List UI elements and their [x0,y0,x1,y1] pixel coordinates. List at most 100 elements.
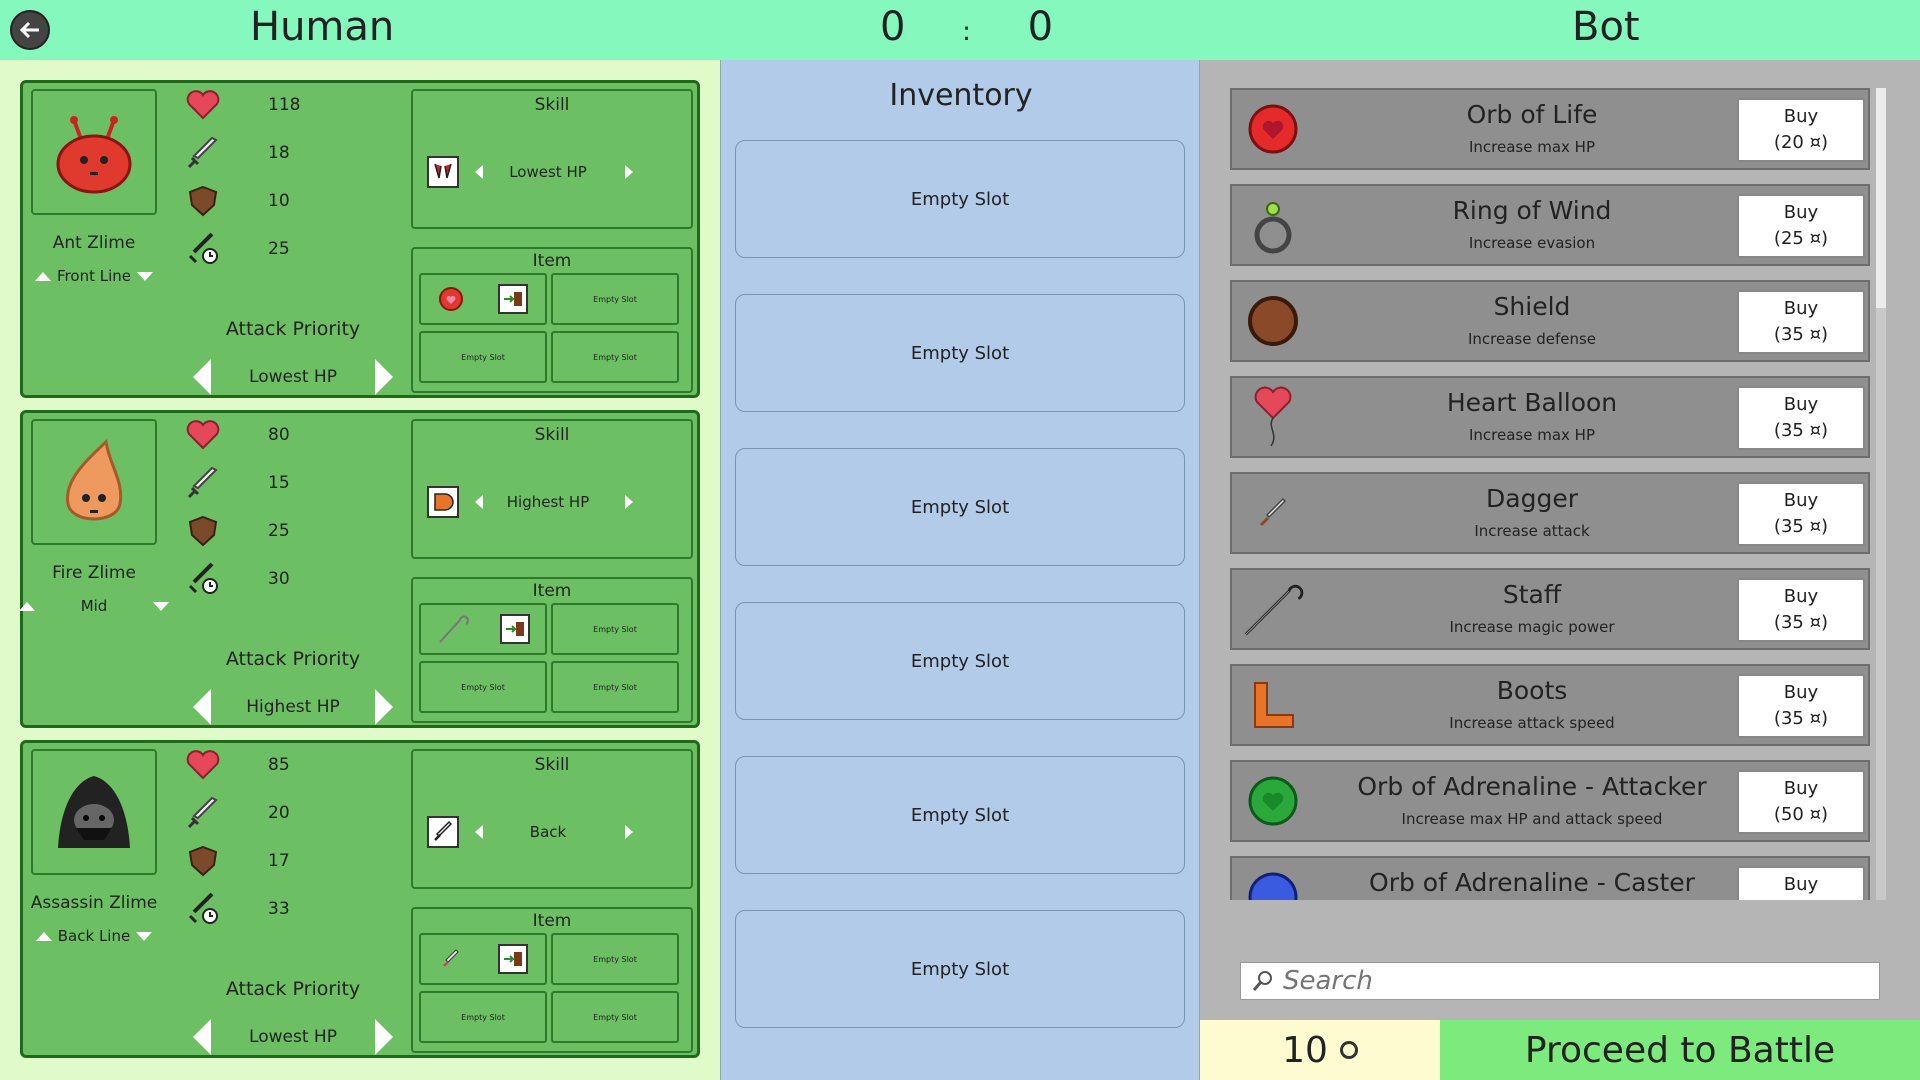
buy-button[interactable]: Buy (35 ¤) [1737,386,1865,450]
price-label: (35 ¤) [1739,514,1863,540]
skill-prev-arrow-icon[interactable] [475,825,483,839]
skill-next-arrow-icon[interactable] [625,825,633,839]
shop-list[interactable]: Orb of Life Increase max HP Buy (20 ¤) Ri… [1230,88,1880,900]
inventory-slot[interactable]: Empty Slot [735,294,1185,412]
price-label: (35 ¤) [1739,418,1863,444]
item-slot-equipped[interactable] [419,603,547,655]
item-slot-empty[interactable]: Empty Slot [419,331,547,383]
shield-icon [183,843,223,879]
buy-label: Buy [1783,298,1819,319]
price-value: (25 [1773,228,1804,249]
shop-item-name: Shield [1493,292,1571,321]
coin-icon: ¤) [1809,228,1829,249]
inventory-slot[interactable]: Empty Slot [735,602,1185,720]
shop-item-name: Boots [1496,676,1568,705]
buy-button[interactable]: Buy (35 ¤) [1737,578,1865,642]
shop-item-name: Orb of Life [1466,100,1598,129]
inventory-slot[interactable]: Empty Slot [735,140,1185,258]
shop-item: Orb of Life Increase max HP Buy (20 ¤) [1230,88,1870,170]
unequip-icon[interactable] [498,284,528,314]
unit-portrait[interactable] [31,749,157,875]
item-slot-empty[interactable]: Empty Slot [419,661,547,713]
defense-value: 17 [268,851,290,871]
item-title: Item [532,911,572,931]
line-down-arrow-icon[interactable] [136,271,153,281]
buy-button[interactable]: Buy (35 ¤) [1737,674,1865,738]
human-team-label: Human [250,4,395,50]
item-slot-empty[interactable]: Empty Slot [551,273,679,325]
inventory-slot[interactable]: Empty Slot [735,756,1185,874]
dagger-icon [443,949,459,967]
attack-priority-selector: Lowest HP [193,1017,393,1057]
priority-prev-arrow-icon[interactable] [193,359,211,395]
priority-prev-arrow-icon[interactable] [193,1019,211,1055]
buy-button[interactable]: Buy (20 ¤) [1737,98,1865,162]
priority-value: Highest HP [246,697,340,717]
price-value: (50 [1773,804,1804,825]
priority-next-arrow-icon[interactable] [375,689,393,725]
item-slot-equipped[interactable] [419,933,547,985]
search-input[interactable] [1283,966,1873,996]
shop-item-desc: Increase max HP [1468,426,1596,444]
stat-defense: 17 [183,841,333,881]
unit-portrait[interactable] [31,419,157,545]
shop-item: Shield Increase defense Buy (35 ¤) [1230,280,1870,362]
line-up-arrow-icon[interactable] [35,271,52,281]
staff-icon [1242,578,1304,640]
coin-icon: ¤) [1809,420,1829,441]
buy-button[interactable]: Buy (50 ¤) [1737,770,1865,834]
priority-next-arrow-icon[interactable] [375,1019,393,1055]
buy-button[interactable]: Buy (35 ¤) [1737,482,1865,546]
price-value: (35 [1773,420,1804,441]
line-selector: Back Line [23,927,165,945]
buy-button[interactable]: Buy [1737,866,1865,900]
buy-button[interactable]: Buy (35 ¤) [1737,290,1865,354]
priority-next-arrow-icon[interactable] [375,359,393,395]
back-button[interactable] [10,10,50,50]
priority-prev-arrow-icon[interactable] [193,689,211,725]
item-slot-empty[interactable]: Empty Slot [551,331,679,383]
price-value: (35 [1773,612,1804,633]
item-slot-empty[interactable]: Empty Slot [551,991,679,1043]
line-selector: Mid [18,597,170,615]
line-label: Front Line [57,267,131,285]
item-slot-empty[interactable]: Empty Slot [551,933,679,985]
skill-title: Skill [534,95,570,115]
line-down-arrow-icon[interactable] [136,931,153,941]
proceed-to-battle-button[interactable]: Proceed to Battle [1440,1020,1920,1080]
unequip-icon[interactable] [500,614,530,644]
defense-value: 10 [268,191,290,211]
shop-scrollbar[interactable] [1876,88,1886,900]
shop-item-name: Orb of Adrenaline - Caster [1369,868,1695,897]
item-slot-empty[interactable]: Empty Slot [551,603,679,655]
inventory-slot[interactable]: Empty Slot [735,910,1185,1028]
line-up-arrow-icon[interactable] [18,601,35,611]
line-up-arrow-icon[interactable] [35,931,52,941]
staff-icon [439,615,469,643]
unit-card: Ant Zlime Front Line 118 18 10 25 Attack… [20,80,700,398]
item-title: Item [532,581,572,601]
shop-item-name: Heart Balloon [1446,388,1618,417]
item-slot-equipped[interactable] [419,273,547,325]
unit-name: Ant Zlime [52,233,136,253]
shop-scrollbar-thumb[interactable] [1876,88,1886,308]
stat-speed: 25 [183,229,333,269]
line-down-arrow-icon[interactable] [153,601,170,611]
price-label: (50 ¤) [1739,802,1863,828]
skill-prev-arrow-icon[interactable] [475,165,483,179]
inventory-slot[interactable]: Empty Slot [735,448,1185,566]
hp-value: 85 [268,755,290,775]
item-title: Item [532,251,572,271]
unequip-icon[interactable] [498,944,528,974]
skill-next-arrow-icon[interactable] [625,495,633,509]
unit-card: Assassin Zlime Back Line 85 20 17 33 Att… [20,740,700,1058]
skill-title: Skill [534,755,570,775]
skill-prev-arrow-icon[interactable] [475,495,483,509]
skill-next-arrow-icon[interactable] [625,165,633,179]
blue-orb-icon [1242,866,1304,900]
stat-speed: 33 [183,889,333,929]
buy-button[interactable]: Buy (25 ¤) [1737,194,1865,258]
item-slot-empty[interactable]: Empty Slot [551,661,679,713]
unit-portrait[interactable] [31,89,157,215]
item-slot-empty[interactable]: Empty Slot [419,991,547,1043]
